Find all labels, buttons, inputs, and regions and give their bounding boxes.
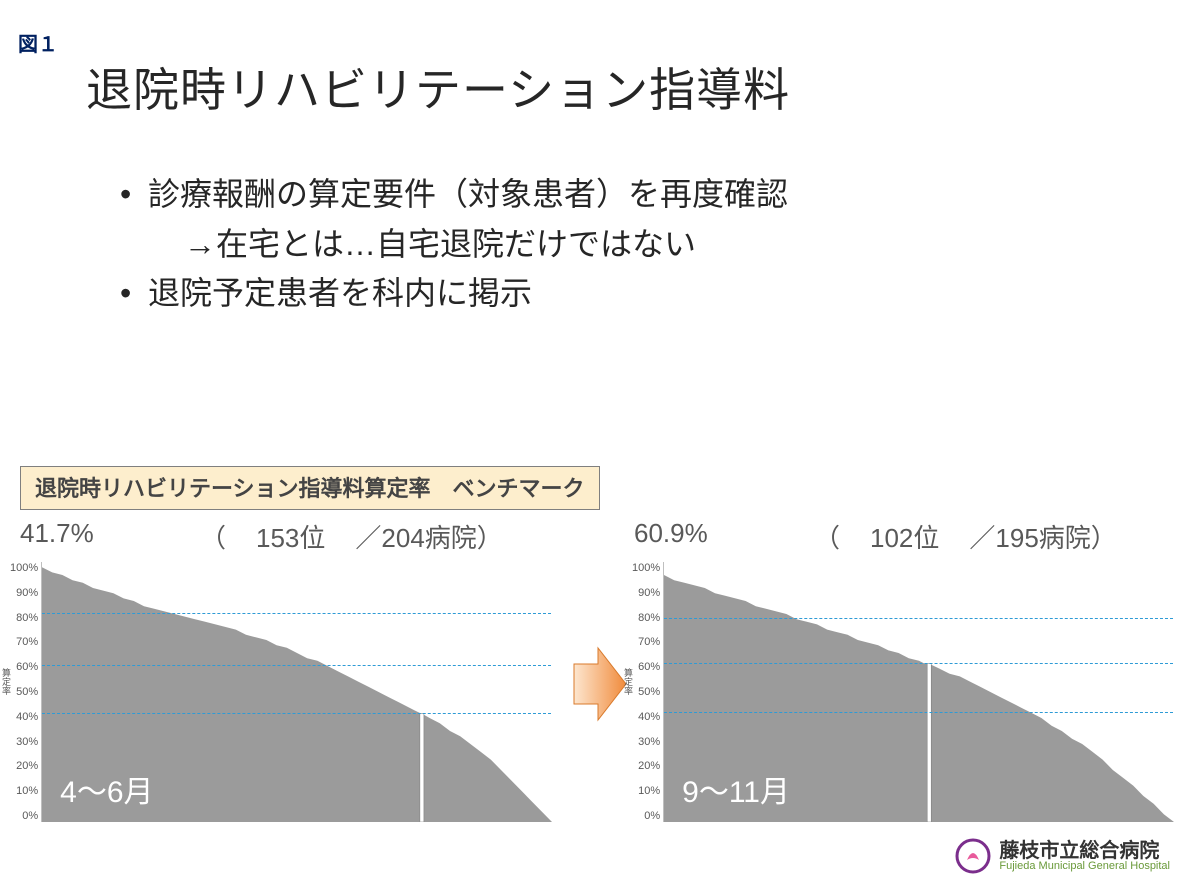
guideline	[42, 713, 551, 714]
ytick: 80%	[16, 612, 38, 624]
hospital-name-en: Fujieda Municipal General Hospital	[999, 861, 1170, 872]
period-right: 9～11月	[682, 767, 790, 811]
stats-left: 41.7% （ 153位 ／ 204病院）	[20, 518, 503, 555]
ytick: 30%	[638, 736, 660, 748]
pct-right: 60.9%	[634, 518, 754, 555]
paren-open: （	[814, 518, 840, 555]
ytick: 20%	[638, 760, 660, 772]
footer: 藤枝市立総合病院 Fujieda Municipal General Hospi…	[955, 838, 1170, 874]
figure-label: 図１	[18, 28, 58, 57]
stats-right: 60.9% （ 102位 ／ 195病院）	[634, 518, 1117, 555]
y-axis-left: 100% 90% 80% 70% 60% 50% 40% 30% 20% 10% 0%	[10, 562, 41, 822]
ytick: 50%	[16, 686, 38, 698]
ytick: 60%	[16, 661, 38, 673]
pct-left: 41.7%	[20, 518, 140, 555]
sep-right: ／	[969, 518, 995, 555]
ytick: 40%	[638, 711, 660, 723]
ytick: 70%	[16, 636, 38, 648]
bullet-1-text: 診療報酬の算定要件（対象患者）を再度確認	[148, 170, 788, 220]
total-left: 204病院）	[381, 518, 502, 555]
guideline	[42, 665, 551, 666]
y-axis-right: 100% 90% 80% 70% 60% 50% 40% 30% 20% 10% 0%	[632, 562, 663, 822]
ytick: 50%	[638, 686, 660, 698]
chart-right: 9～11月	[663, 562, 1173, 822]
chart-left: 4～6月	[41, 562, 551, 822]
guideline	[664, 618, 1173, 619]
ytick: 10%	[638, 785, 660, 797]
ytick: 20%	[16, 760, 38, 772]
bullet-dot: •	[120, 269, 148, 319]
bullet-list: • 診療報酬の算定要件（対象患者）を再度確認 →在宅とは…自宅退院だけではない …	[120, 170, 788, 319]
bullet-1-sub-text: →在宅とは…自宅退院だけではない	[148, 220, 696, 270]
bullet-2-text: 退院予定患者を科内に掲示	[148, 269, 532, 319]
bullet-1: • 診療報酬の算定要件（対象患者）を再度確認	[120, 170, 788, 220]
bullet-1-sub: →在宅とは…自宅退院だけではない	[120, 220, 788, 270]
guideline	[664, 712, 1173, 713]
ytick: 0%	[22, 810, 38, 822]
ytick: 30%	[16, 736, 38, 748]
ytick: 90%	[16, 587, 38, 599]
arrow-icon	[572, 644, 628, 729]
benchmark-title: 退院時リハビリテーション指導料算定率 ベンチマーク	[20, 466, 600, 510]
hospital-logo-icon	[955, 838, 991, 874]
sep-left: ／	[355, 518, 381, 555]
ytick: 100%	[10, 562, 38, 574]
total-right: 195病院）	[995, 518, 1116, 555]
guideline	[664, 663, 1173, 664]
ytick: 100%	[632, 562, 660, 574]
hospital-name: 藤枝市立総合病院 Fujieda Municipal General Hospi…	[999, 841, 1170, 872]
slide-title: 退院時リハビリテーション指導料	[86, 54, 790, 120]
slide: 図１ 退院時リハビリテーション指導料 • 診療報酬の算定要件（対象患者）を再度確…	[0, 0, 1188, 882]
bullet-dot: •	[120, 170, 148, 220]
ytick: 10%	[16, 785, 38, 797]
guideline	[42, 613, 551, 614]
hospital-name-jp: 藤枝市立総合病院	[999, 841, 1170, 861]
ytick: 0%	[644, 810, 660, 822]
rank-right: 102位	[870, 518, 939, 555]
ytick: 90%	[638, 587, 660, 599]
ytick: 60%	[638, 661, 660, 673]
chart-left-wrap: 100% 90% 80% 70% 60% 50% 40% 30% 20% 10% 0% 4～6月	[10, 562, 551, 822]
ytick: 80%	[638, 612, 660, 624]
ytick: 40%	[16, 711, 38, 723]
period-left: 4～6月	[60, 767, 153, 811]
paren-open: （	[200, 518, 226, 555]
ytick: 70%	[638, 636, 660, 648]
bullet-2: • 退院予定患者を科内に掲示	[120, 269, 788, 319]
chart-right-wrap: 100% 90% 80% 70% 60% 50% 40% 30% 20% 10% 0% 9～11月	[632, 562, 1173, 822]
rank-left: 153位	[256, 518, 325, 555]
